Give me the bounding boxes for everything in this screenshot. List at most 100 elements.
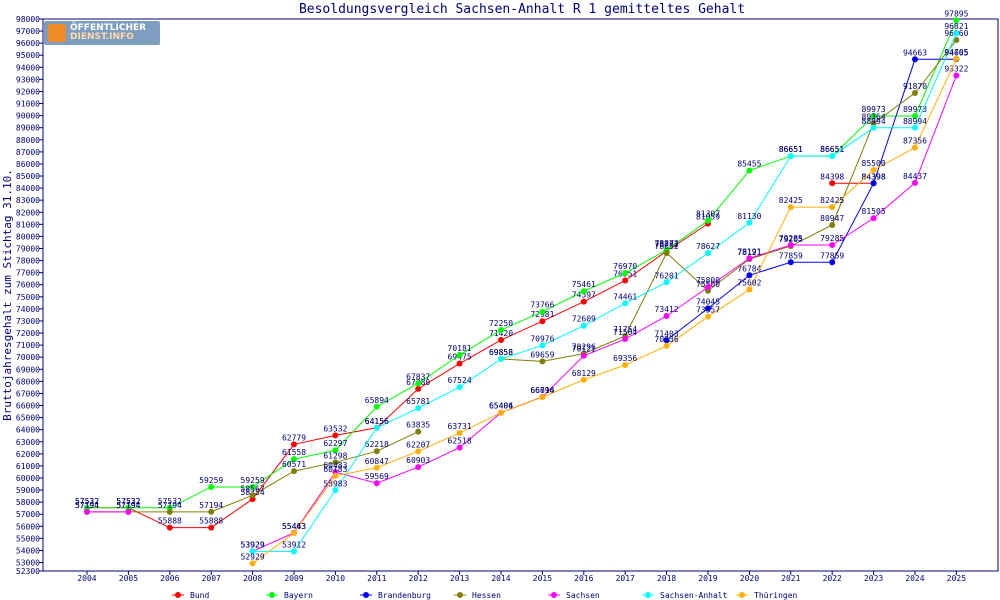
legend-label: Bund bbox=[190, 591, 209, 600]
y-tick-label: 87000 bbox=[16, 148, 40, 157]
data-label: 53929 bbox=[241, 540, 265, 549]
y-tick-label: 52300 bbox=[16, 567, 40, 576]
data-label: 53912 bbox=[282, 541, 306, 550]
data-label: 66694 bbox=[530, 386, 554, 395]
data-label: 81307 bbox=[696, 210, 720, 219]
data-label: 58567 bbox=[241, 484, 265, 493]
data-point bbox=[953, 17, 960, 24]
data-point bbox=[291, 530, 297, 537]
data-label: 77859 bbox=[779, 251, 803, 260]
data-label: 84437 bbox=[903, 172, 927, 181]
data-point bbox=[663, 279, 670, 286]
x-tick-label: 2022 bbox=[823, 574, 842, 583]
y-tick-label: 98000 bbox=[16, 15, 40, 24]
data-label: 62207 bbox=[406, 440, 430, 449]
data-label: 75602 bbox=[737, 279, 761, 288]
data-point bbox=[580, 376, 587, 383]
data-point bbox=[746, 219, 753, 226]
data-label: 78782 bbox=[655, 240, 679, 249]
x-tick-label: 2012 bbox=[409, 574, 428, 583]
data-label: 71754 bbox=[613, 325, 637, 334]
y-tick-label: 86000 bbox=[16, 160, 40, 169]
data-label: 74461 bbox=[613, 292, 637, 301]
data-point bbox=[208, 524, 215, 531]
x-tick-label: 2013 bbox=[450, 574, 469, 583]
legend-item: Bayern bbox=[266, 591, 313, 600]
data-label: 57194 bbox=[75, 501, 99, 510]
data-label: 86651 bbox=[779, 145, 803, 154]
legend-label: Sachsen-Anhalt bbox=[660, 591, 728, 600]
legend-label: Thüringen bbox=[754, 591, 798, 600]
data-label: 75800 bbox=[696, 276, 720, 285]
data-label: 77859 bbox=[820, 251, 844, 260]
data-label: 71403 bbox=[655, 329, 679, 338]
data-point bbox=[456, 360, 463, 367]
data-label: 74045 bbox=[696, 297, 720, 306]
data-label: 73766 bbox=[530, 301, 554, 310]
data-point bbox=[456, 384, 463, 391]
y-tick-label: 96000 bbox=[16, 39, 40, 48]
x-tick-label: 2008 bbox=[243, 574, 262, 583]
y-tick-label: 58000 bbox=[16, 498, 40, 507]
data-label: 94663 bbox=[903, 48, 927, 57]
logo-text: ÖFFENTLICHER DIENST.INFO bbox=[70, 24, 146, 42]
legend-item: Sachsen-Anhalt bbox=[642, 591, 728, 600]
data-label: 66716 bbox=[530, 386, 554, 395]
data-point bbox=[456, 352, 463, 359]
data-label: 86651 bbox=[779, 145, 803, 154]
x-tick-label: 2010 bbox=[326, 574, 345, 583]
legend-item: Thüringen bbox=[736, 591, 798, 600]
data-label: 69659 bbox=[530, 350, 554, 359]
data-label: 68129 bbox=[572, 369, 596, 378]
y-tick-label: 55000 bbox=[16, 534, 40, 543]
data-label: 78632 bbox=[655, 242, 679, 251]
data-point bbox=[415, 385, 422, 392]
data-point bbox=[912, 144, 918, 151]
y-tick-label: 61000 bbox=[16, 462, 40, 471]
y-tick-label: 90000 bbox=[16, 112, 40, 121]
data-label: 52929 bbox=[241, 552, 265, 561]
x-tick-label: 2024 bbox=[905, 574, 924, 583]
data-label: 94665 bbox=[944, 48, 968, 57]
data-label: 84398 bbox=[820, 172, 844, 181]
series-line bbox=[252, 58, 957, 564]
y-tick-label: 71000 bbox=[16, 341, 40, 350]
data-label: 85500 bbox=[862, 159, 886, 168]
data-label: 81059 bbox=[696, 213, 720, 222]
data-point bbox=[622, 270, 629, 277]
y-tick-label: 83000 bbox=[16, 196, 40, 205]
data-label: 57194 bbox=[199, 501, 223, 510]
data-label: 62297 bbox=[323, 439, 347, 448]
y-tick-label: 60000 bbox=[16, 474, 40, 483]
data-label: 78627 bbox=[696, 242, 720, 251]
data-label: 80947 bbox=[820, 214, 844, 223]
data-label: 71420 bbox=[489, 329, 513, 338]
data-point bbox=[705, 284, 711, 291]
y-tick-label: 88000 bbox=[16, 136, 40, 145]
data-label: 69858 bbox=[489, 348, 513, 357]
data-point bbox=[870, 180, 877, 187]
data-point bbox=[415, 405, 422, 412]
data-point bbox=[746, 272, 753, 279]
data-label: 87356 bbox=[903, 137, 927, 146]
x-tick-label: 2017 bbox=[616, 574, 635, 583]
data-point bbox=[498, 355, 504, 362]
y-tick-label: 70000 bbox=[16, 353, 40, 362]
y-tick-label: 69000 bbox=[16, 365, 40, 374]
legend-marker bbox=[551, 592, 557, 598]
data-label: 64156 bbox=[365, 417, 389, 426]
data-point bbox=[539, 308, 546, 315]
data-point bbox=[870, 215, 877, 222]
data-point bbox=[829, 242, 836, 249]
logo-line2: DIENST.INFO bbox=[70, 32, 134, 42]
data-point bbox=[373, 480, 380, 487]
data-label: 57532 bbox=[75, 497, 99, 506]
y-tick-label: 92000 bbox=[16, 87, 40, 96]
legend-label: Brandenburg bbox=[378, 591, 431, 600]
data-point bbox=[953, 30, 960, 37]
data-point bbox=[84, 508, 90, 515]
legend-item: Hessen bbox=[454, 591, 501, 600]
data-point bbox=[373, 448, 380, 455]
data-label: 55888 bbox=[158, 517, 182, 526]
